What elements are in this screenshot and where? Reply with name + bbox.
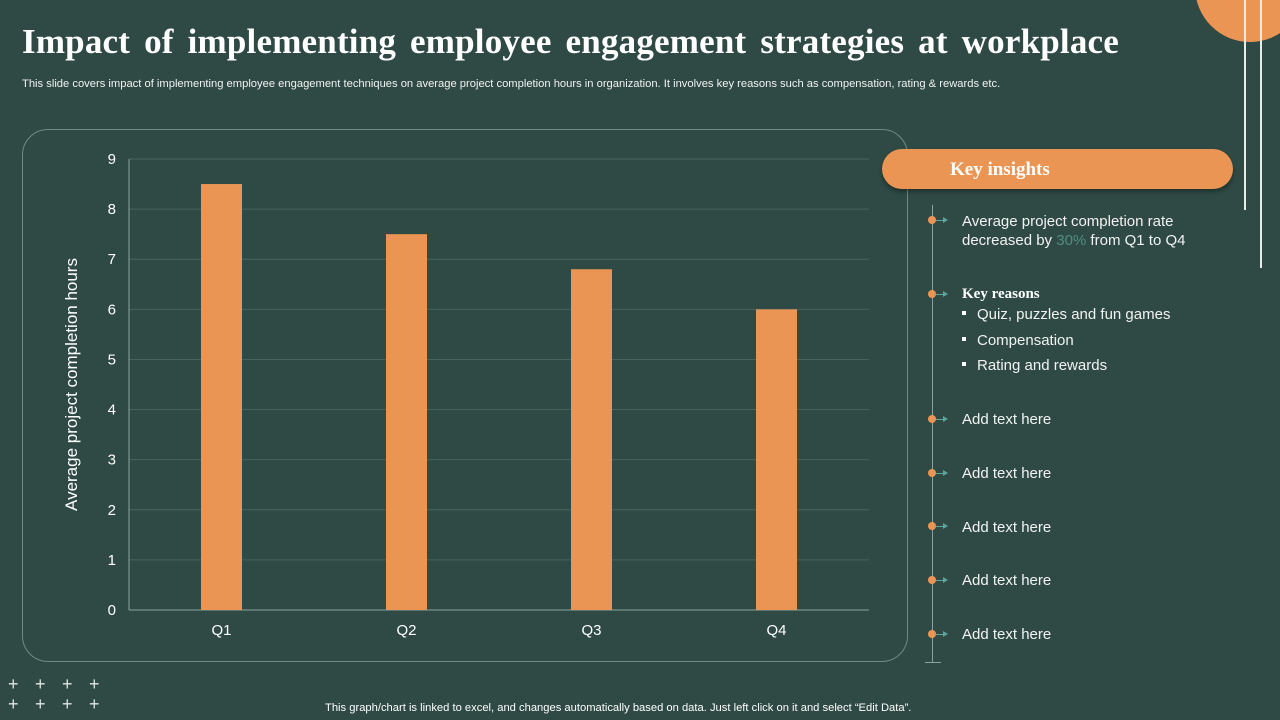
timeline-line — [932, 205, 933, 663]
plus-icon: + — [8, 694, 19, 714]
plus-icon: + — [62, 674, 73, 694]
decorative-line — [1244, 0, 1246, 210]
y-axis-label: Average project completion hours — [62, 258, 81, 511]
plus-icon: + — [35, 674, 46, 694]
timeline-marker-icon — [928, 629, 950, 639]
reason-text: Quiz, puzzles and fun games — [977, 306, 1171, 323]
chart-panel: 0 1 2 3 4 5 6 7 8 9 Q1 Q2 Q3 Q4 Average project comple… — [22, 129, 908, 662]
reason-item: Rating and rewards — [962, 357, 1107, 374]
insight-text: decreased by — [962, 232, 1057, 249]
placeholder-text[interactable]: Add text here — [962, 411, 1052, 428]
y-tick-label: 5 — [108, 351, 116, 368]
y-tick-label: 1 — [108, 552, 116, 569]
plus-icon: + — [8, 674, 19, 694]
y-tick-label: 4 — [108, 402, 116, 419]
x-tick-label: Q1 — [211, 622, 231, 639]
y-tick-label: 3 — [108, 452, 116, 469]
y-tick-label: 0 — [108, 602, 116, 619]
y-tick-label: 7 — [108, 251, 116, 268]
timeline-marker-icon — [928, 289, 950, 299]
bullet-icon — [962, 337, 966, 342]
y-tick-label: 9 — [108, 151, 116, 168]
timeline-marker-icon — [928, 575, 950, 585]
reason-item: Quiz, puzzles and fun games — [962, 306, 1170, 323]
y-tick-label: 6 — [108, 301, 116, 318]
key-insights-header: Key insights — [882, 149, 1233, 189]
bar — [201, 184, 242, 611]
placeholder-text[interactable]: Add text here — [962, 519, 1052, 536]
timeline-marker-icon — [928, 468, 950, 478]
timeline-marker-icon — [928, 521, 950, 531]
placeholder-text[interactable]: Add text here — [962, 465, 1052, 482]
bar — [571, 269, 612, 610]
reason-text: Rating and rewards — [977, 357, 1108, 374]
insight-highlight: 30% — [1056, 232, 1087, 249]
plus-icon: + — [62, 694, 73, 714]
y-tick-label: 8 — [108, 201, 116, 218]
slide-subtitle: This slide covers impact of implementing… — [22, 78, 1001, 90]
timeline-marker-icon — [928, 215, 950, 225]
bullet-icon — [962, 362, 966, 367]
bar — [386, 234, 427, 610]
x-tick-label: Q3 — [581, 622, 601, 639]
bullet-icon — [962, 311, 966, 316]
insight-item: Average project completion rate decrease… — [962, 212, 1185, 250]
slide-title: Impact of implementing employee engageme… — [22, 22, 1120, 61]
footer-note: This graph/chart is linked to excel, and… — [325, 702, 912, 714]
bar — [756, 309, 797, 610]
bar-chart[interactable]: 0 1 2 3 4 5 6 7 8 9 Q1 Q2 Q3 Q4 Average project comple… — [23, 130, 909, 663]
insight-line: Average project completion rate — [962, 213, 1174, 230]
reason-text: Compensation — [977, 332, 1074, 349]
plus-icon: + — [89, 674, 100, 694]
insight-line: decreased by 30% from Q1 to Q4 — [962, 231, 1185, 250]
decorative-circle — [1195, 0, 1280, 42]
placeholder-text[interactable]: Add text here — [962, 572, 1052, 589]
x-tick-label: Q2 — [396, 622, 416, 639]
reason-item: Compensation — [962, 332, 1074, 349]
y-tick-label: 2 — [108, 502, 116, 519]
timeline-end-cap — [925, 662, 941, 663]
insight-text: from Q1 to Q4 — [1086, 232, 1186, 249]
x-tick-label: Q4 — [766, 622, 786, 639]
key-insights-title: Key insights — [950, 159, 1050, 180]
key-reasons-title: Key reasons — [962, 286, 1040, 302]
timeline-marker-icon — [928, 414, 950, 424]
plus-icon: + — [35, 694, 46, 714]
decorative-line — [1260, 0, 1262, 268]
placeholder-text[interactable]: Add text here — [962, 626, 1052, 643]
plus-icon: + — [89, 694, 100, 714]
